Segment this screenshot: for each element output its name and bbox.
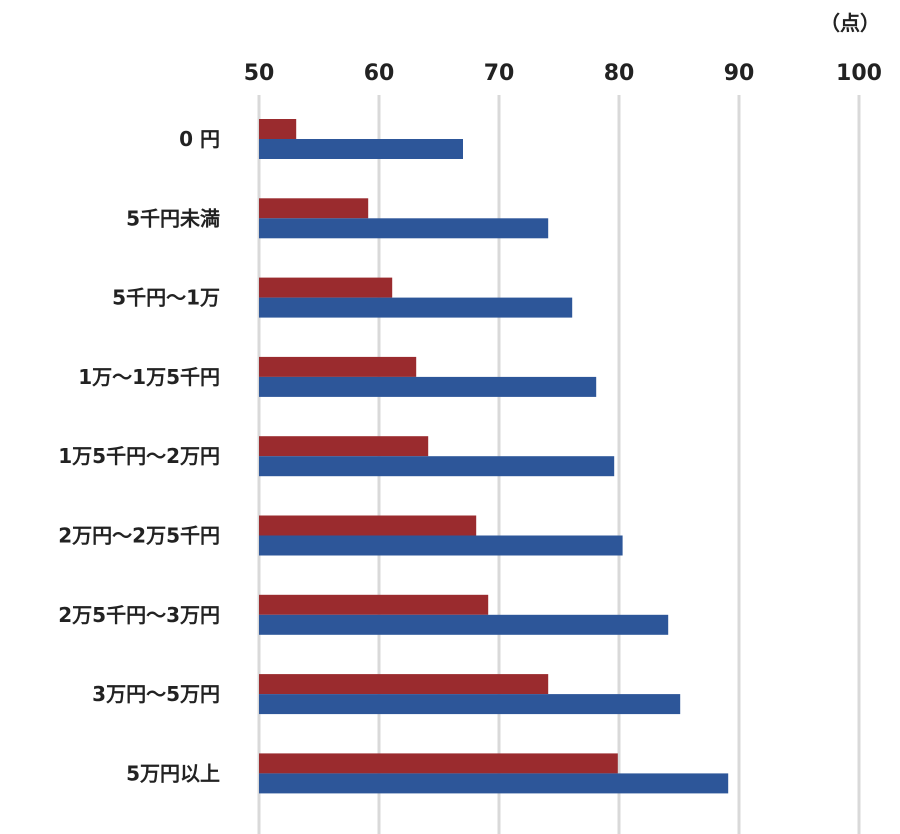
bar-series-1 bbox=[259, 594, 489, 615]
category-label: 1万5千円〜2万円 bbox=[58, 444, 220, 468]
bar-series-2 bbox=[259, 773, 729, 794]
category-label: 5万円以上 bbox=[126, 761, 220, 785]
bar-series-1 bbox=[259, 198, 369, 219]
category-label: 5千円〜1万 bbox=[112, 286, 220, 310]
category-label: 1万〜1万5千円 bbox=[78, 365, 220, 389]
bar-series-1 bbox=[259, 356, 417, 377]
bar-series-2 bbox=[259, 139, 463, 159]
bar-series-2 bbox=[259, 694, 681, 715]
bar-series-2 bbox=[259, 376, 597, 397]
category-label: 2万円〜2万5千円 bbox=[58, 524, 220, 548]
unit-label: （点） bbox=[820, 11, 880, 35]
x-tick-label: 100 bbox=[836, 61, 882, 86]
x-tick-label: 90 bbox=[724, 61, 755, 86]
x-tick-label: 80 bbox=[604, 61, 635, 86]
x-tick-label: 50 bbox=[244, 61, 275, 86]
x-tick-label: 70 bbox=[484, 61, 515, 86]
category-label: 5千円未満 bbox=[126, 206, 220, 230]
x-tick-label: 60 bbox=[364, 61, 395, 86]
bar-series-1 bbox=[259, 119, 297, 139]
bar-series-2 bbox=[259, 456, 615, 477]
bar-series-1 bbox=[259, 277, 393, 298]
category-label: 2万5千円〜3万円 bbox=[58, 603, 220, 627]
bar-series-2 bbox=[259, 614, 669, 635]
bar-series-1 bbox=[259, 753, 618, 774]
bar-series-1 bbox=[259, 515, 477, 536]
bar-series-2 bbox=[259, 218, 549, 239]
category-label: 0 円 bbox=[179, 127, 220, 151]
bar-series-2 bbox=[259, 297, 573, 318]
bar-series-1 bbox=[259, 674, 549, 695]
bar-series-1 bbox=[259, 436, 429, 457]
category-label: 3万円〜5万円 bbox=[92, 682, 220, 706]
bar-series-2 bbox=[259, 535, 623, 556]
